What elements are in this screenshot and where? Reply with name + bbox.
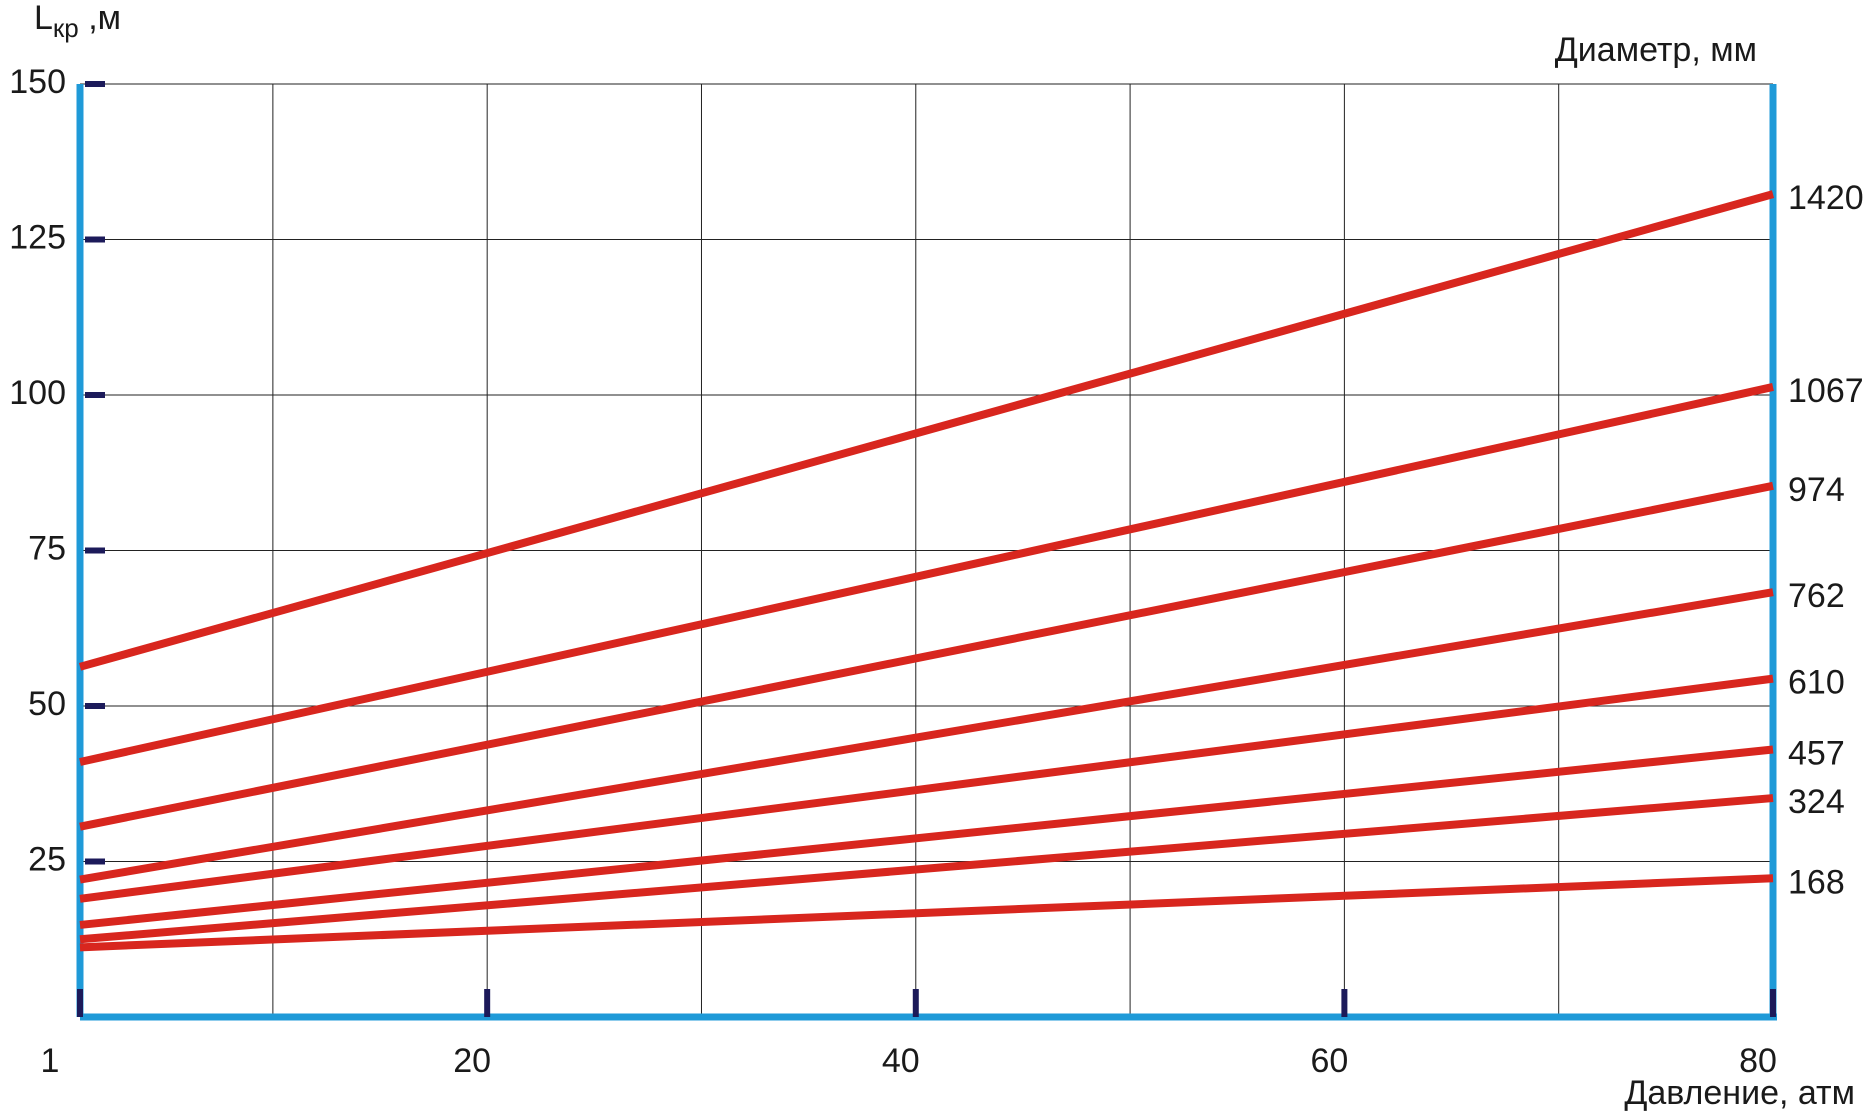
x-axis-label: Давление, атм [1624, 1074, 1855, 1112]
series-line [79, 481, 1774, 831]
series-line [79, 874, 1774, 952]
x-tick-label: 80 [1739, 1042, 1777, 1080]
y-label-main: L [34, 0, 53, 37]
series-label: 1067 [1788, 372, 1864, 410]
series-line [79, 794, 1774, 944]
y-axis-label: Lкр ,м [34, 0, 121, 43]
y-label-sub: кр [53, 13, 79, 43]
y-tick-label: 100 [9, 374, 66, 412]
series-label: 610 [1788, 664, 1845, 702]
y-label-unit: ,м [79, 0, 121, 37]
series-line [79, 588, 1774, 884]
series-label: 974 [1788, 471, 1845, 509]
series-line [79, 674, 1774, 903]
series-label: 457 [1788, 735, 1845, 773]
y-tick-label: 75 [28, 529, 66, 567]
x-tick-label: 1 [41, 1042, 60, 1080]
x-tick-label: 40 [882, 1042, 920, 1080]
y-tick-label: 25 [28, 840, 66, 878]
series-label: 168 [1788, 863, 1845, 901]
series-label: 324 [1788, 783, 1845, 821]
legend-title: Диаметр, мм [1555, 31, 1757, 69]
x-tick-label: 60 [1310, 1042, 1348, 1080]
x-tick-label: 20 [453, 1042, 491, 1080]
y-tick-label: 150 [9, 63, 66, 101]
y-tick-label: 125 [9, 218, 66, 256]
y-tick-label: 50 [28, 685, 66, 723]
series-line [79, 383, 1774, 766]
series-line [79, 745, 1774, 929]
series-label: 762 [1788, 577, 1845, 615]
series-line [78, 190, 1775, 671]
series-label: 1420 [1788, 179, 1864, 217]
